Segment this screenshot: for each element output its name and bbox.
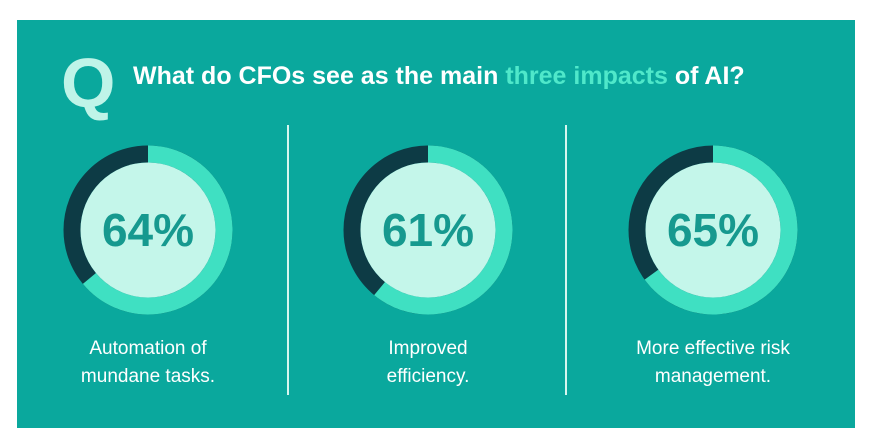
title-text: of AI? [667, 62, 745, 90]
donut-center [645, 162, 781, 298]
category-label: Improved efficiency. [386, 338, 470, 387]
divider [565, 125, 567, 395]
value-label: 61% [382, 204, 474, 256]
donut-center [360, 162, 496, 298]
title-text: What do CFOs see as the main [133, 62, 506, 90]
value-label: 65% [667, 204, 759, 256]
q-icon: Q [61, 44, 116, 122]
charts: 64% 61% 65% [63, 145, 798, 315]
category-label: Automation of mundane tasks. [80, 338, 216, 387]
donut-arc [644, 145, 798, 315]
divider [287, 125, 289, 395]
title: What do CFOs see as the main three impac… [133, 62, 745, 91]
title-highlight: three impacts [505, 62, 668, 90]
value-label: 64% [102, 204, 194, 256]
donut-arc [374, 145, 513, 315]
donut-center [80, 162, 216, 298]
category-label: More effective risk management. [636, 338, 790, 387]
panel: Q What do CFOs see as the main three imp… [17, 20, 855, 428]
donut-arc [82, 145, 233, 315]
